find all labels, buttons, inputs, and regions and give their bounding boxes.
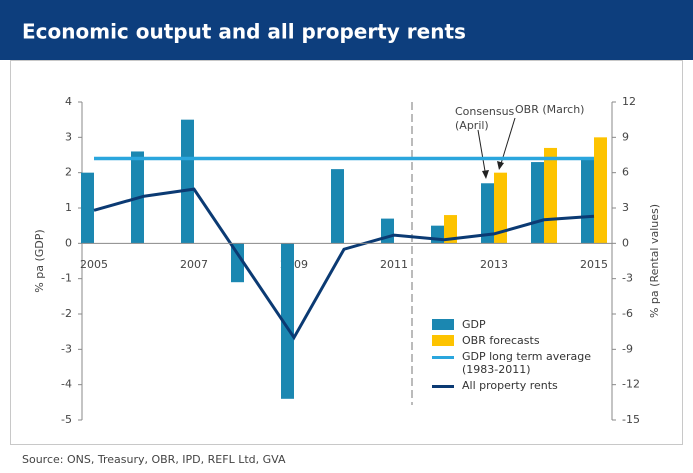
bar xyxy=(481,183,494,244)
legend-swatch xyxy=(432,319,454,330)
y-tick-label: 0 xyxy=(65,236,72,249)
y-tick-label: 2 xyxy=(65,166,72,179)
y-tick-label: 1 xyxy=(65,201,72,214)
y2-tick-label: 9 xyxy=(622,130,629,143)
y-tick-label: -4 xyxy=(61,378,72,391)
y2-tick-label: 12 xyxy=(622,95,636,108)
annotation: (April) xyxy=(455,119,489,132)
bar xyxy=(581,158,594,244)
y2-tick-label: -12 xyxy=(622,378,640,391)
annotation: Consensus xyxy=(455,105,515,118)
y-axis-label: % pa (GDP) xyxy=(33,229,46,292)
y2-tick-label: -15 xyxy=(622,413,640,426)
legend-label: GDP long term average (1983-2011) xyxy=(462,350,592,376)
legend-item: GDP xyxy=(432,318,612,331)
legend-label: OBR forecasts xyxy=(462,334,540,347)
bar xyxy=(281,243,294,399)
header xyxy=(0,0,693,60)
source: Source: ONS, Treasury, OBR, IPD, REFL Lt… xyxy=(22,453,286,466)
annotation: OBR (March) xyxy=(515,103,584,116)
y2-axis-label: % pa (Rental values) xyxy=(648,204,661,318)
bar xyxy=(181,119,194,244)
bar xyxy=(331,169,344,244)
arrowhead xyxy=(482,170,489,179)
legend-item: GDP long term average (1983-2011) xyxy=(432,350,612,376)
y-tick-label: 4 xyxy=(65,95,72,108)
y-tick-label: 3 xyxy=(65,130,72,143)
y-tick-label: -3 xyxy=(61,342,72,355)
arrowhead xyxy=(497,161,504,170)
x-tick-label: 2013 xyxy=(480,258,508,271)
bar xyxy=(544,147,557,244)
y2-tick-label: -3 xyxy=(622,272,633,285)
bar xyxy=(81,172,94,244)
legend-label: All property rents xyxy=(462,379,558,392)
y2-tick-label: -9 xyxy=(622,342,633,355)
line xyxy=(93,187,595,341)
y2-tick-label: 3 xyxy=(622,201,629,214)
legend-swatch xyxy=(432,335,454,346)
arrow xyxy=(477,129,487,178)
legend: GDP OBR forecasts GDP long term average (1… xyxy=(432,318,612,395)
bar xyxy=(494,172,507,244)
y2-tick-label: 0 xyxy=(622,236,629,249)
y2-tick-label: 6 xyxy=(622,166,629,179)
y-tick-label: -2 xyxy=(61,307,72,320)
legend-swatch xyxy=(432,385,454,388)
legend-item: All property rents xyxy=(432,379,612,392)
legend-item: OBR forecasts xyxy=(432,334,612,347)
x-tick-label: 2007 xyxy=(180,258,208,271)
legend-label: GDP xyxy=(462,318,486,331)
bar xyxy=(444,215,457,244)
y-tick-label: -5 xyxy=(61,413,72,426)
bar xyxy=(531,162,544,244)
chart-title: Economic output and all property rents xyxy=(22,20,466,44)
y-tick-label: -1 xyxy=(61,272,72,285)
x-tick-label: 2005 xyxy=(80,258,108,271)
bar xyxy=(231,243,244,283)
x-tick-label: 2011 xyxy=(380,258,408,271)
bar xyxy=(594,137,607,244)
legend-swatch xyxy=(432,356,454,359)
frame xyxy=(10,60,683,445)
x-tick-label: 2015 xyxy=(580,258,608,271)
y2-tick-label: -6 xyxy=(622,307,633,320)
